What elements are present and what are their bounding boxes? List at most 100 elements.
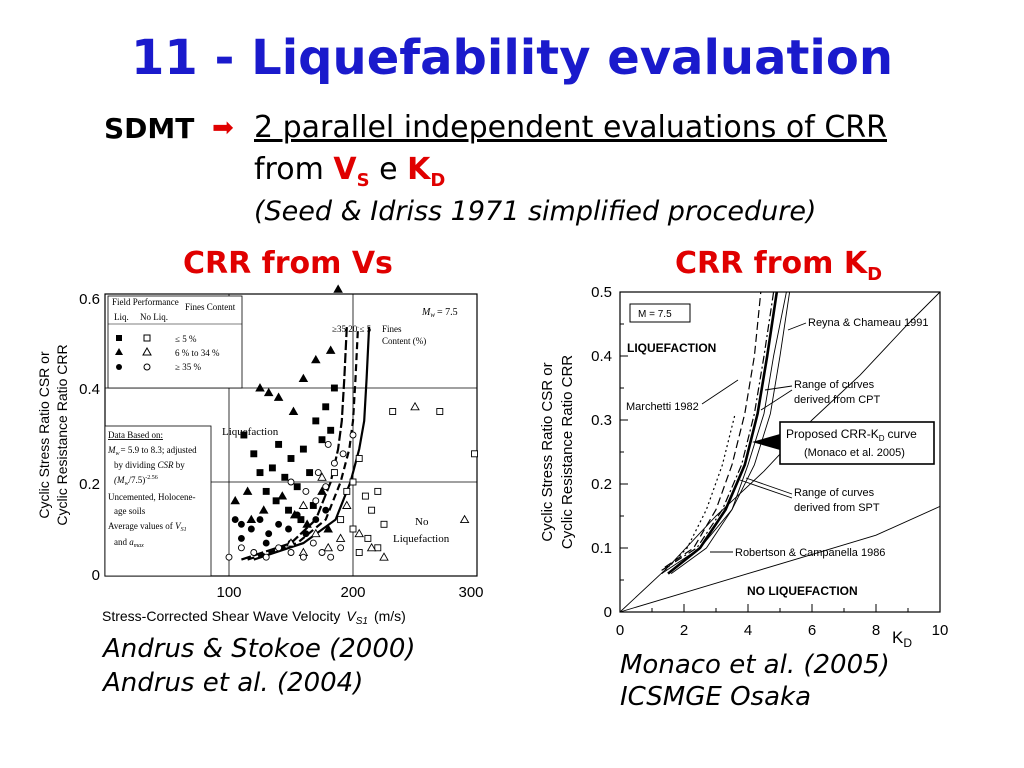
right-heading-subscript: D <box>867 264 883 285</box>
right-heading: CRR from KD <box>675 246 882 285</box>
vs-point-liq-fines-le5-9 <box>299 445 307 453</box>
vs-fines-values: ≥35 20 ≤ 5 <box>332 324 372 334</box>
vs-ytick-0: 0 <box>92 567 100 584</box>
vs-point-noliq-fines-6to34-9 <box>410 401 420 411</box>
vs-point-liq-fines-le5-16 <box>285 506 292 514</box>
vs-legend-row2: 6 % to 34 % <box>175 348 220 358</box>
vs-point-liq-fines-6to34-15 <box>317 486 327 495</box>
vs-point-noliq-fines-ge35-12 <box>322 483 330 491</box>
kd-curve-2 <box>619 505 941 613</box>
kd-ytick-04: 0.4 <box>591 348 612 365</box>
vs-note-2-m: M <box>107 445 116 455</box>
vs-point-noliq-fines-le5-15 <box>355 549 363 556</box>
vs-point-noliq-fines-6to34-7 <box>366 542 377 552</box>
sdmt-label: SDMT <box>104 112 195 145</box>
vs-point-noliq-fines-ge35-8 <box>318 549 326 556</box>
kd-ann-reyna: Reyna & Chameau 1991 <box>808 317 928 329</box>
vs-point-noliq-fines-ge35-15 <box>302 487 310 495</box>
vs-fines-text: Fines <box>382 324 402 334</box>
vs-xtick-200: 200 <box>340 584 365 601</box>
kd-leader-lines <box>701 322 807 553</box>
vs-point-liq-fines-6to34-3 <box>263 387 274 397</box>
vs-point-liq-fines-le5-8 <box>293 483 301 491</box>
vs-mw-value: = 7.5 <box>437 307 458 318</box>
vs-note-1: Data Based on: <box>108 430 163 440</box>
vs-mw-label: Mw = 7.5 <box>421 307 458 319</box>
kd-ytick-03: 0.3 <box>591 412 612 429</box>
vs-point-liq-fines-6to34-5 <box>288 406 299 415</box>
vs-point-noliq-fines-le5-14 <box>380 520 388 528</box>
vs-point-liq-fines-ge35-1 <box>237 520 245 528</box>
vs-point-liq-fines-le5-19 <box>330 384 338 392</box>
kd-leader-spt-a <box>745 477 793 495</box>
vs-point-liq-fines-6to34-11 <box>258 505 269 514</box>
vs-note-2-w: w <box>116 451 120 457</box>
kd-ann-proposed-text: Proposed CRR-K <box>786 427 879 441</box>
vs-point-noliq-fines-le5-0 <box>330 469 338 477</box>
vs-point-noliq-fines-le5-10 <box>337 516 345 524</box>
kd-ytick-0: 0 <box>604 604 612 621</box>
vs-point-liq-fines-le5-13 <box>322 403 330 411</box>
vs-legend-row3: ≥ 35 % <box>175 362 201 372</box>
kd-mw-box <box>629 303 691 323</box>
vs-note-6: age soils <box>114 506 146 516</box>
vs-note-7-s1: S1 <box>181 527 187 533</box>
vs-note-4-w: w <box>125 481 129 487</box>
vs-y-ticks: 0 0.2 0.4 0.6 <box>79 291 100 584</box>
vs-legend-col-noliq: No Liq. <box>140 312 168 322</box>
vs-point-noliq-fines-le5-4 <box>361 492 369 500</box>
vs-point-noliq-fines-le5-7 <box>389 408 397 415</box>
vs-point-noliq-fines-6to34-2 <box>311 528 321 538</box>
vs-point-liq-fines-ge35-11 <box>237 534 245 542</box>
kd-ann-proposed-3: (Monaco et al. 2005) <box>804 447 905 459</box>
vs-point-noliq-fines-le5-13 <box>374 544 382 552</box>
vs-point-noliq-fines-ge35-4 <box>275 544 283 552</box>
vs-ytick-06: 0.6 <box>79 291 100 308</box>
kd-chart: M = 7.5 LIQUEFACTION NO LIQUEFACTION Rey… <box>539 284 948 650</box>
vs-point-liq-fines-le5-14 <box>327 426 335 434</box>
vs-subscript: S <box>356 170 370 191</box>
kd-leader-reyna <box>787 322 807 331</box>
kd-y-ticks: 0 0.1 0.2 0.3 0.4 0.5 <box>591 284 612 621</box>
vs-note-3-by: by <box>176 460 186 470</box>
vs-point-liq-fines-ge35-2 <box>247 525 255 533</box>
kd-leader-marchetti <box>701 379 739 405</box>
vs-legend-row1: ≤ 5 % <box>175 334 197 344</box>
kd-ann-proposed-1: Proposed CRR-KD curve <box>786 427 917 443</box>
vs-point-noliq-fines-ge35-3 <box>262 553 270 561</box>
vs-zone-no: No <box>415 516 429 528</box>
vs-point-liq-fines-ge35-8 <box>302 530 310 538</box>
vs-note-8-and: and <box>114 537 127 547</box>
kd-xtick-6: 6 <box>808 622 816 639</box>
vs-point-noliq-fines-6to34-10 <box>459 514 470 524</box>
kd-curve-5 <box>661 291 775 571</box>
vs-curve-3 <box>253 326 371 561</box>
kd-ytick-02: 0.2 <box>591 476 612 493</box>
kd-ann-robertson: Robertson & Campanella 1986 <box>735 547 885 559</box>
vs-legend-title2: Fines Content <box>185 302 236 312</box>
vs-note-7-text: Average values of <box>108 521 173 531</box>
vs-ytick-02: 0.2 <box>79 476 100 493</box>
vs-point-noliq-fines-6to34-3 <box>323 542 333 552</box>
vs-point-liq-fines-ge35-12 <box>262 539 270 547</box>
vs-note-3-a: by dividing <box>114 460 156 470</box>
subtitle-line-2: from VS e KD <box>254 152 445 191</box>
kd-xtick-2: 2 <box>680 622 688 639</box>
vs-point-liq-fines-ge35-7 <box>293 511 301 519</box>
legend-filled-triangle-icon <box>115 348 123 355</box>
vs-y-axis-label-1: Cyclic Stress Ratio CSR or <box>36 351 52 519</box>
vs-point-noliq-fines-6to34-0 <box>286 538 296 547</box>
vs-note-4-exp: -2.56 <box>145 475 158 481</box>
vs-point-liq-fines-ge35-4 <box>265 530 273 538</box>
vs-note-2-text: = 5.9 to 8.3; adjusted <box>121 445 198 455</box>
vs-legend-box <box>107 295 243 389</box>
vs-point-noliq-fines-6to34-5 <box>342 500 352 509</box>
vs-xlabel-text: Stress-Corrected Shear Wave Velocity <box>102 608 340 624</box>
vs-point-noliq-fines-ge35-7 <box>309 539 317 547</box>
vs-mw-m: M <box>421 307 431 318</box>
left-citation-2: Andrus et al. (2004) <box>103 668 364 698</box>
e-word: e <box>379 152 398 187</box>
vs-point-liq-fines-ge35-6 <box>285 525 292 533</box>
vs-point-liq-fines-ge35-10 <box>322 506 330 514</box>
vs-point-liq-fines-6to34-1 <box>242 486 253 495</box>
